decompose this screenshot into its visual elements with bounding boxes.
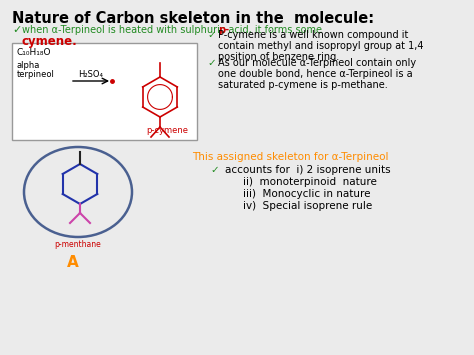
Text: when α-Terpineol is heated with sulphuric acid, it forms some: when α-Terpineol is heated with sulphuri… xyxy=(22,25,325,35)
Text: H₂SO₄: H₂SO₄ xyxy=(79,70,103,79)
Text: ✓: ✓ xyxy=(210,165,219,175)
Text: ✓: ✓ xyxy=(12,25,21,35)
Text: p-cymene: p-cymene xyxy=(146,126,188,135)
Text: This assigned skeleton for α-Terpineol: This assigned skeleton for α-Terpineol xyxy=(192,152,388,162)
Text: p-menthane: p-menthane xyxy=(55,240,101,249)
Text: terpineol: terpineol xyxy=(17,70,55,79)
Text: one double bond, hence α-Terpineol is a: one double bond, hence α-Terpineol is a xyxy=(218,69,413,79)
Text: contain methyl and isopropyl group at 1,4: contain methyl and isopropyl group at 1,… xyxy=(218,41,423,51)
Text: As our molecule α-Terpineol contain only: As our molecule α-Terpineol contain only xyxy=(218,58,416,68)
Text: C₁₀H₁₈O: C₁₀H₁₈O xyxy=(17,48,52,57)
Text: alpha: alpha xyxy=(17,61,40,70)
Text: Nature of Carbon skeleton in the  molecule:: Nature of Carbon skeleton in the molecul… xyxy=(12,11,374,26)
Text: saturated p-cymene is p-methane.: saturated p-cymene is p-methane. xyxy=(218,80,388,90)
Text: cymene.: cymene. xyxy=(22,35,78,48)
Text: ✓: ✓ xyxy=(207,30,216,40)
Text: P-cymene is a well known compound it: P-cymene is a well known compound it xyxy=(218,30,409,40)
Text: accounts for  i) 2 isoprene units: accounts for i) 2 isoprene units xyxy=(225,165,391,175)
Text: position of benzene ring.: position of benzene ring. xyxy=(218,52,339,62)
Text: ii)  monoterpinoid  nature: ii) monoterpinoid nature xyxy=(243,177,377,187)
Text: iv)  Special isoprene rule: iv) Special isoprene rule xyxy=(243,201,372,211)
Text: p-: p- xyxy=(218,25,229,35)
Text: A: A xyxy=(67,255,79,270)
FancyBboxPatch shape xyxy=(12,43,197,140)
Text: iii)  Monocyclic in nature: iii) Monocyclic in nature xyxy=(243,189,371,199)
Text: ✓: ✓ xyxy=(207,58,216,68)
